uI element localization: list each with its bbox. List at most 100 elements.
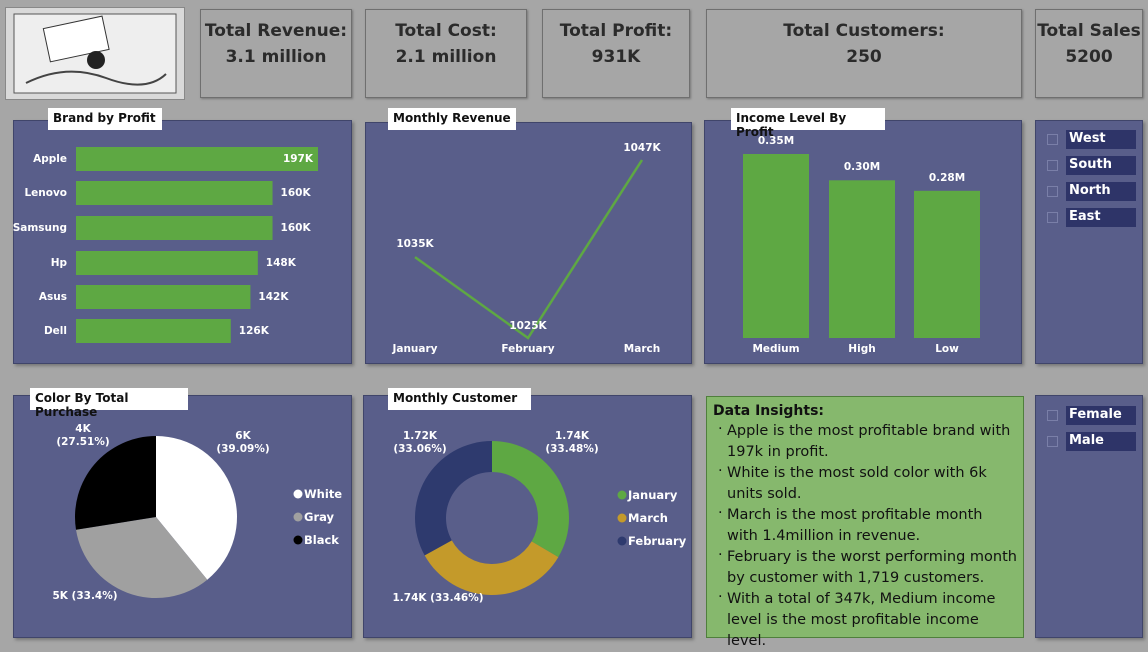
logo-image (5, 7, 185, 100)
insights-title: Data Insights: (713, 403, 825, 419)
bar (76, 319, 231, 343)
category-label: February (501, 343, 555, 355)
legend-label: February (628, 534, 687, 548)
data-label: 160K (280, 222, 311, 234)
kpi-card: Total Revenue: 3.1 million (200, 9, 352, 98)
data-label: 0.35M (757, 135, 795, 147)
kpi-card: Total Cost: 2.1 million (365, 9, 527, 98)
kpi-label: Total Revenue: (204, 21, 348, 41)
slicer-item[interactable]: North (1066, 182, 1136, 201)
category-label: High (848, 343, 876, 355)
checkbox[interactable] (1047, 212, 1058, 223)
insights-panel: Data Insights:Apple is the most profitab… (706, 396, 1024, 649)
bar (76, 216, 273, 240)
category-label: Lenovo (24, 187, 67, 199)
data-label: 0.28M (928, 171, 966, 184)
category-label: Dell (43, 325, 67, 337)
pie-slice (76, 517, 208, 598)
checkbox[interactable] (1047, 410, 1058, 421)
category-label: Asus (38, 291, 67, 303)
kpi-card: Total Profit: 931K (542, 9, 690, 98)
data-label: 5K (33.4%) (52, 590, 118, 602)
kpi-value: 5200 (1065, 47, 1113, 67)
data-label: 1.72K (33.06%) (393, 430, 447, 455)
bar (829, 180, 895, 338)
chart-title: Color By Total Purchase (30, 388, 188, 419)
category-label: Low (935, 343, 959, 355)
kpi-card: Total Customers: 250 (706, 9, 1022, 98)
data-label: 160K (280, 187, 311, 199)
kpi-value: 931K (591, 47, 641, 67)
legend-marker (293, 535, 303, 545)
bar (743, 154, 809, 338)
insight-item: White is the most sold color with 6k uni… (713, 461, 1017, 505)
legend-label: White (304, 487, 343, 501)
legend-label: Black (304, 533, 339, 547)
donut-slice (415, 441, 492, 556)
kpi-value: 250 (846, 47, 882, 67)
insight-item: With a total of 347k, Medium income leve… (713, 587, 1017, 652)
data-label: 126K (238, 325, 269, 337)
donut-slice (424, 540, 559, 595)
data-label: 1035K (396, 238, 434, 251)
data-label: 197K (282, 153, 313, 165)
legend-marker (617, 513, 627, 523)
category-label: January (392, 343, 438, 355)
legend-marker (293, 512, 303, 522)
chart-title: Monthly Revenue (388, 108, 516, 130)
data-label: 6K (39.09%) (216, 430, 270, 455)
kpi-value: 3.1 million (225, 47, 327, 67)
category-label: Hp (50, 257, 67, 269)
insight-item: March is the most profitable month with … (713, 503, 1017, 547)
kpi-label: Total Customers: (783, 21, 945, 41)
data-label: 148K (265, 257, 296, 269)
bar (76, 147, 318, 171)
category-label: March (623, 343, 661, 355)
data-label: 1025K (509, 320, 547, 332)
bar (76, 285, 251, 309)
chart-panel (365, 122, 692, 364)
legend-marker (617, 490, 627, 500)
data-label: 1.74K (33.46%) (392, 592, 484, 604)
slicer-item[interactable]: South (1066, 156, 1136, 175)
line-series (414, 159, 644, 340)
checkbox[interactable] (1047, 436, 1058, 447)
checkbox[interactable] (1047, 186, 1058, 197)
chart-title: Monthly Customer (388, 388, 531, 410)
slicer-item[interactable]: West (1066, 130, 1136, 149)
pie-slice (156, 436, 237, 580)
insight-item: Apple is the most profitable brand with … (713, 419, 1017, 463)
category-label: Samsung (12, 222, 67, 234)
data-label: 1.74K (33.48%) (545, 430, 599, 455)
slicer-item[interactable]: Female (1066, 406, 1136, 425)
legend-label: Gray (304, 510, 335, 524)
chart-title: Income Level By Profit (731, 108, 885, 139)
data-label: 0.30M (843, 161, 881, 174)
checkbox[interactable] (1047, 160, 1058, 171)
data-label: 142K (258, 291, 289, 303)
logo-sketch (13, 13, 177, 94)
slicer-item[interactable]: East (1066, 208, 1136, 227)
legend-label: January (628, 488, 678, 502)
data-label: 4K (27.51%) (56, 423, 110, 448)
bar (76, 181, 273, 205)
legend-marker (293, 489, 303, 499)
slicer-item[interactable]: Male (1066, 432, 1136, 451)
kpi-label: Total Sales (1037, 21, 1141, 41)
checkbox[interactable] (1047, 134, 1058, 145)
legend-label: March (628, 511, 668, 525)
bar (76, 251, 258, 275)
bar (914, 190, 980, 338)
category-label: Medium (752, 343, 800, 355)
insight-item: February is the worst performing month b… (713, 545, 1017, 589)
kpi-label: Total Profit: (559, 21, 673, 41)
category-label: Apple (33, 153, 67, 165)
kpi-label: Total Cost: (395, 21, 497, 41)
data-label: 1047K (623, 142, 661, 154)
kpi-value: 2.1 million (395, 47, 497, 67)
pie-slice (74, 436, 156, 530)
chart-title: Brand by Profit (48, 108, 162, 130)
donut-slice (492, 441, 569, 558)
